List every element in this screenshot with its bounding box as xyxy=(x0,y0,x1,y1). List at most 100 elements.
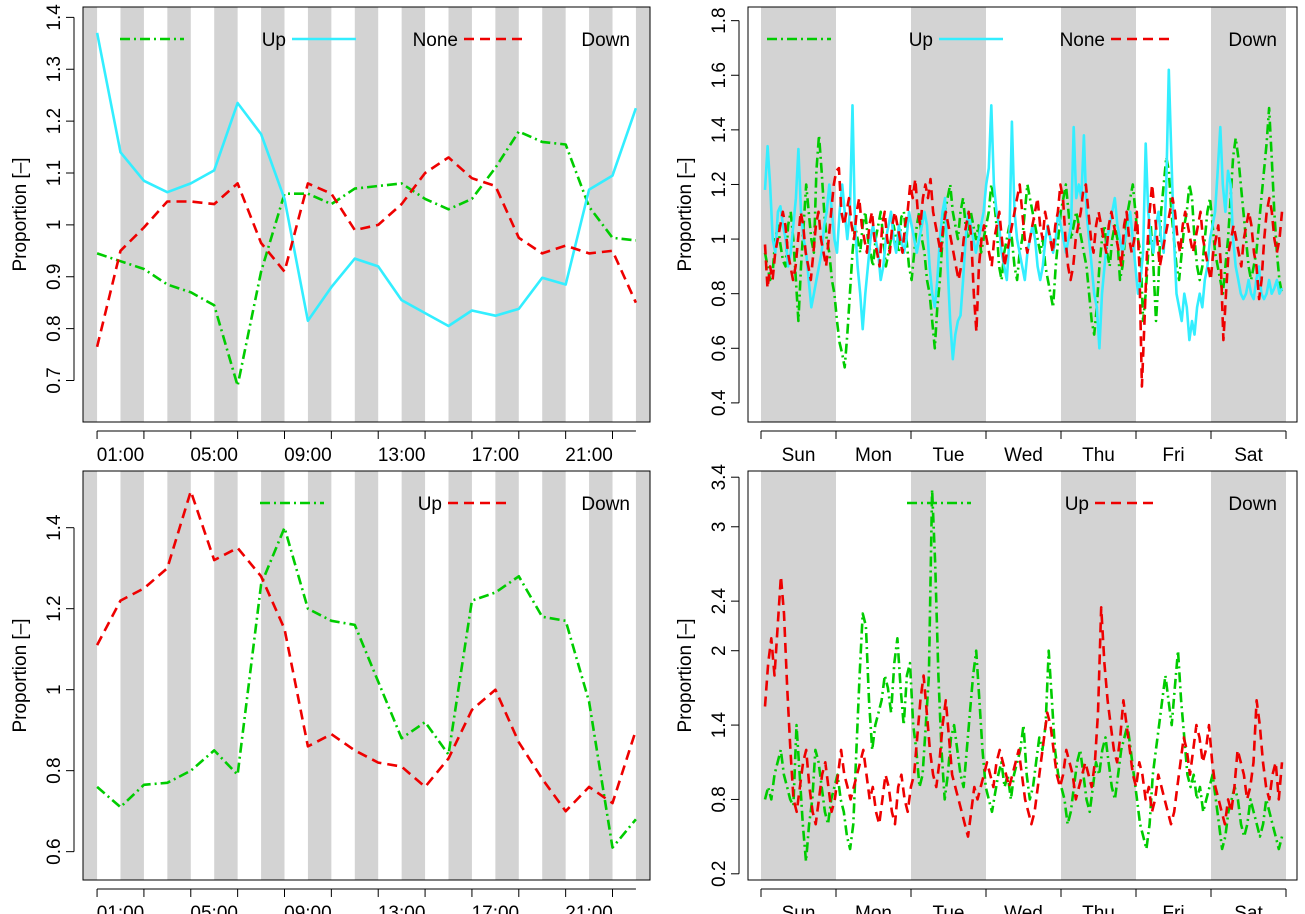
shaded-band xyxy=(120,471,144,880)
shaded-band xyxy=(635,471,650,880)
x-tick-label: Sat xyxy=(1234,445,1263,466)
y-axis-label: Proportion [–] xyxy=(10,157,31,271)
y-tick-label: 0.8 xyxy=(709,280,730,306)
legend-label-up: Up xyxy=(262,30,286,51)
y-tick-label: 1.2 xyxy=(709,171,730,197)
legend-label-up: Up xyxy=(1065,494,1089,515)
y-tick-label: 1 xyxy=(709,234,730,245)
series-line-down xyxy=(763,574,1284,838)
shaded-band xyxy=(589,471,613,880)
legend-label-up: Up xyxy=(909,30,933,51)
shaded-band xyxy=(635,7,650,422)
y-tick-label: 1.3 xyxy=(44,56,65,82)
x-tick-label: Wed xyxy=(1004,903,1043,914)
x-tick-label: Tue xyxy=(932,903,964,914)
y-tick-label: 0.7 xyxy=(44,367,65,393)
y-tick-label: 1.2 xyxy=(44,108,65,134)
shaded-band xyxy=(589,7,613,422)
x-tick-label: Sun xyxy=(782,903,816,914)
y-tick-label: 1.4 xyxy=(44,514,65,541)
shaded-band xyxy=(120,7,144,422)
y-tick-label: 1.4 xyxy=(709,711,730,738)
y-tick-label: 0.8 xyxy=(44,315,65,341)
y-axis-label: Proportion [–] xyxy=(675,618,696,732)
y-tick-label: 3 xyxy=(709,521,730,532)
x-tick-label: Wed xyxy=(1004,445,1043,466)
shaded-band xyxy=(214,471,238,880)
shaded-band xyxy=(448,471,472,880)
panel-hourly-up-none-down: 01:00 05:00 09:00 13:00 17:00 21:00 0.7 0.8 0.9 1… xyxy=(10,4,651,466)
y-tick-label: 2.4 xyxy=(709,588,730,615)
shaded-band xyxy=(542,7,566,422)
shaded-band xyxy=(261,471,285,880)
y-tick-label: 2 xyxy=(709,645,730,656)
x-tick-label: 13:00 xyxy=(378,445,426,466)
x-tick-label: Sun xyxy=(782,445,816,466)
y-tick-label: 1.4 xyxy=(709,116,730,143)
x-tick-label: 01:00 xyxy=(97,903,145,914)
series-line-none xyxy=(763,68,1284,361)
x-tick-label: 09:00 xyxy=(284,445,332,466)
shaded-band xyxy=(214,7,238,422)
y-tick-label: 0.2 xyxy=(709,861,730,887)
x-tick-label: Mon xyxy=(855,445,892,466)
x-tick-label: 17:00 xyxy=(472,445,520,466)
legend-label-up: Up xyxy=(418,494,442,515)
y-tick-label: 1.4 xyxy=(44,4,65,31)
y-axis-label: Proportion [–] xyxy=(675,157,696,271)
y-tick-label: 0.8 xyxy=(709,786,730,812)
plot-frame xyxy=(82,6,651,423)
shaded-band xyxy=(761,471,836,880)
legend-label-down: Down xyxy=(1228,494,1277,515)
series-line-down xyxy=(95,156,638,348)
x-tick-label: Sat xyxy=(1234,903,1263,914)
legend-label-down: Down xyxy=(1228,30,1277,51)
x-tick-label: 05:00 xyxy=(190,445,238,466)
legend-label-down: Down xyxy=(581,494,630,515)
plot-frame xyxy=(747,6,1298,423)
series-line-up xyxy=(96,526,637,849)
shaded-band xyxy=(261,7,285,422)
x-tick-label: Mon xyxy=(855,903,892,914)
y-tick-label: 1.8 xyxy=(709,7,730,33)
y-tick-label: 1 xyxy=(44,684,65,695)
shaded-band xyxy=(167,7,191,422)
x-tick-label: 21:00 xyxy=(565,445,613,466)
shaded-band xyxy=(354,7,379,422)
panel-weekly-up-none-down: Sun Mon Tue Wed Thu Fri Sat 0.4 0.6 0.8 1 1.2 1.4 1.6… xyxy=(675,6,1298,466)
x-tick-label: Fri xyxy=(1162,903,1184,914)
y-tick-label: 1.2 xyxy=(44,595,65,621)
x-tick-label: Thu xyxy=(1082,903,1115,914)
shaded-band xyxy=(307,471,332,880)
x-tick-label: Tue xyxy=(932,445,964,466)
legend-label-down: Down xyxy=(581,30,630,51)
shaded-band xyxy=(542,471,566,880)
plot-frame xyxy=(82,470,651,881)
shaded-band xyxy=(401,471,426,880)
y-tick-label: 1.6 xyxy=(709,62,730,88)
series-line-up xyxy=(763,488,1284,863)
shaded-band xyxy=(761,7,836,422)
shaded-band xyxy=(83,471,98,880)
shaded-band xyxy=(448,7,472,422)
panel-hourly-up-down: 01:00 05:00 09:00 13:00 17:00 21:00 0.6 0.8 1 1.2… xyxy=(10,470,651,914)
y-tick-label: 3.4 xyxy=(709,464,730,491)
series-line-none xyxy=(95,32,638,328)
shaded-band xyxy=(354,471,379,880)
shaded-band xyxy=(83,7,98,422)
legend-label-none: None xyxy=(1060,30,1105,51)
y-tick-label: 0.6 xyxy=(44,838,65,864)
y-tick-label: 0.8 xyxy=(44,757,65,783)
x-tick-label: 21:00 xyxy=(565,903,613,914)
y-tick-label: 1 xyxy=(44,220,65,231)
shaded-band xyxy=(911,471,986,880)
y-tick-label: 0.6 xyxy=(709,335,730,361)
shaded-band xyxy=(495,7,519,422)
y-tick-label: 0.4 xyxy=(709,389,730,416)
y-axis-label: Proportion [–] xyxy=(10,618,31,732)
y-tick-label: 0.9 xyxy=(44,264,65,290)
y-tick-label: 1.1 xyxy=(44,160,65,186)
x-tick-label: Fri xyxy=(1162,445,1184,466)
x-tick-label: 17:00 xyxy=(472,903,520,914)
